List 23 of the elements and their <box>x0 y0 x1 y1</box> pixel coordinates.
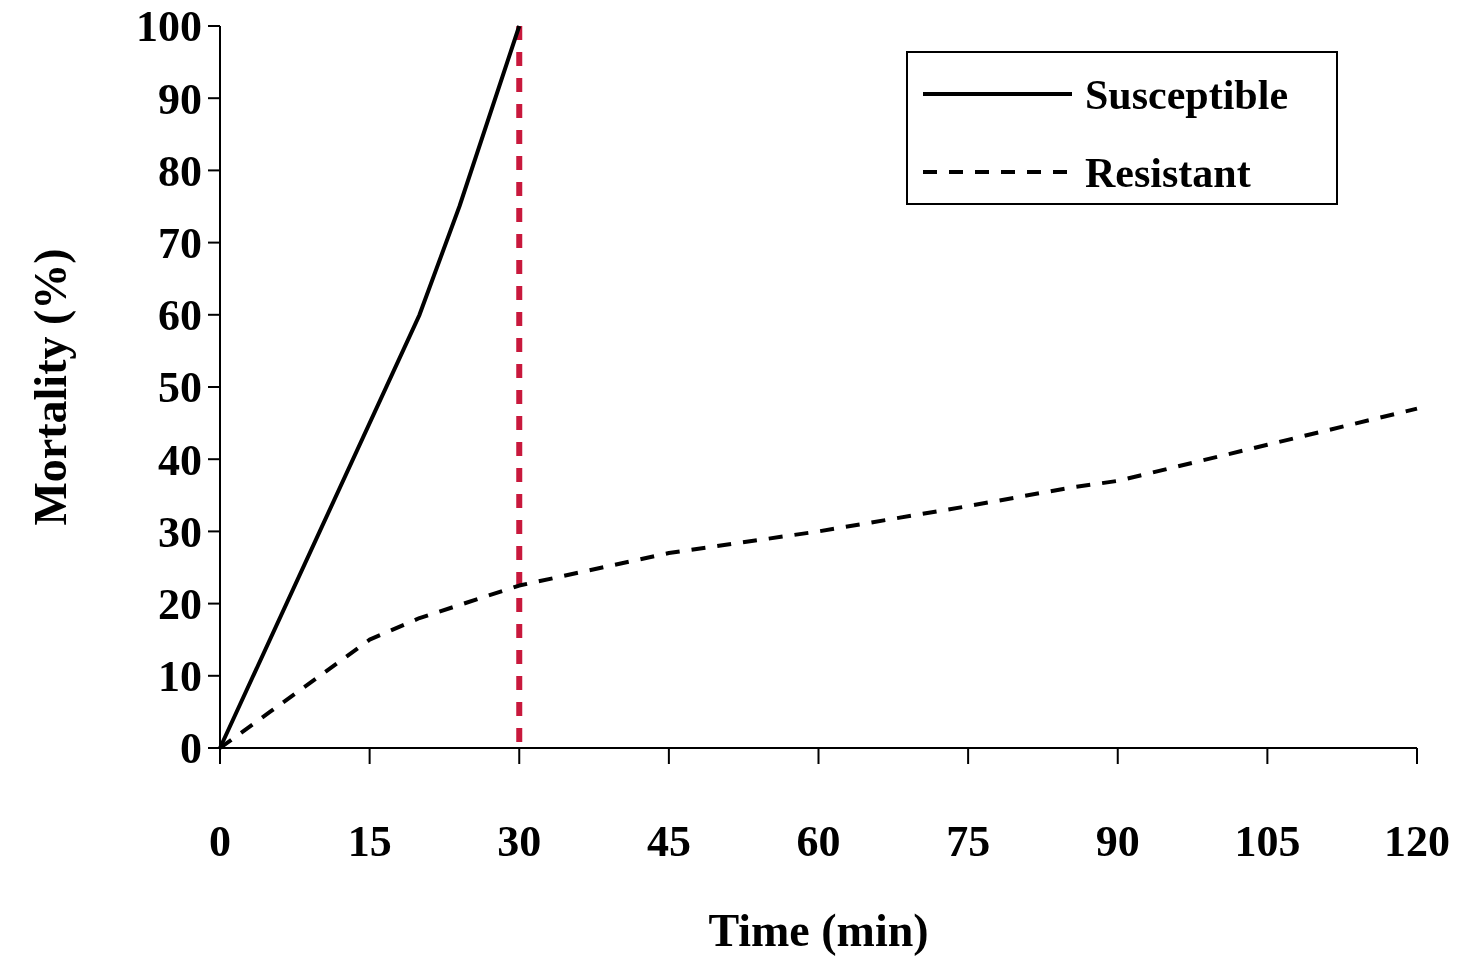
x-tick-label: 30 <box>497 817 542 866</box>
y-tick-label: 10 <box>158 652 202 702</box>
y-tick-label: 30 <box>158 507 202 557</box>
x-tick-label: 15 <box>347 817 392 866</box>
y-tick-label: 70 <box>158 219 202 268</box>
y-tick-label: 80 <box>158 146 202 196</box>
x-tick-label: 90 <box>1095 817 1140 866</box>
y-tick-label: 0 <box>180 724 202 774</box>
y-tick-label: 60 <box>158 291 202 341</box>
x-tick-label: 45 <box>646 817 691 866</box>
y-tick-label: 20 <box>158 580 202 629</box>
x-tick-label: 60 <box>796 817 841 866</box>
x-tick-label: 120 <box>1384 817 1450 866</box>
legend-label: Resistant <box>1085 149 1251 196</box>
y-axis-title: Mortality (%) <box>25 248 76 526</box>
y-tick-label: 100 <box>136 2 202 52</box>
y-tick-label: 50 <box>158 363 202 413</box>
legend-label: Susceptible <box>1085 71 1289 118</box>
y-tick-label: 90 <box>158 74 202 124</box>
x-tick-label: 75 <box>946 817 991 866</box>
x-axis-title: Time (min) <box>708 905 929 956</box>
x-tick-label: 105 <box>1234 817 1301 866</box>
y-tick-label: 40 <box>158 435 202 485</box>
